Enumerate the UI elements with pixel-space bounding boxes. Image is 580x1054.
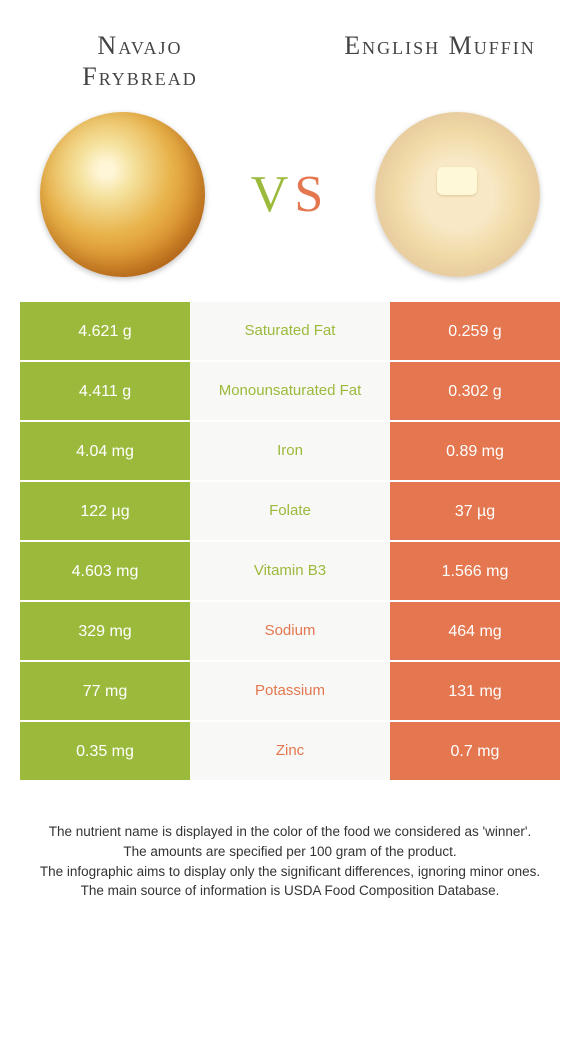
nutrient-row: 4.411 gMonounsaturated Fat0.302 g <box>20 362 560 422</box>
nutrient-left-value: 4.04 mg <box>20 422 190 480</box>
nutrient-left-value: 4.621 g <box>20 302 190 360</box>
nutrient-label: Zinc <box>190 722 390 780</box>
vs-label: VS <box>251 165 329 224</box>
nutrient-label: Monounsaturated Fat <box>190 362 390 420</box>
nutrient-right-value: 0.259 g <box>390 302 560 360</box>
nutrient-row: 0.35 mgZinc0.7 mg <box>20 722 560 782</box>
nutrient-row: 77 mgPotassium131 mg <box>20 662 560 722</box>
nutrient-row: 4.621 gSaturated Fat0.259 g <box>20 302 560 362</box>
nutrient-row: 4.04 mgIron0.89 mg <box>20 422 560 482</box>
nutrient-left-value: 4.411 g <box>20 362 190 420</box>
nutrient-left-value: 4.603 mg <box>20 542 190 600</box>
footer-line: The nutrient name is displayed in the co… <box>20 822 560 842</box>
nutrient-right-value: 131 mg <box>390 662 560 720</box>
food-image-right <box>375 112 540 277</box>
nutrient-right-value: 0.302 g <box>390 362 560 420</box>
footer-line: The amounts are specified per 100 gram o… <box>20 842 560 862</box>
food-title-left: Navajo Frybread <box>40 30 240 92</box>
food-image-left <box>40 112 205 277</box>
images-row: VS <box>0 102 580 302</box>
nutrient-row: 4.603 mgVitamin B31.566 mg <box>20 542 560 602</box>
nutrient-row: 329 mgSodium464 mg <box>20 602 560 662</box>
footer-notes: The nutrient name is displayed in the co… <box>0 782 580 900</box>
nutrient-right-value: 0.89 mg <box>390 422 560 480</box>
nutrient-label: Folate <box>190 482 390 540</box>
nutrient-left-value: 0.35 mg <box>20 722 190 780</box>
nutrient-right-value: 0.7 mg <box>390 722 560 780</box>
nutrient-right-value: 464 mg <box>390 602 560 660</box>
nutrient-label: Saturated Fat <box>190 302 390 360</box>
nutrient-label: Iron <box>190 422 390 480</box>
nutrient-left-value: 77 mg <box>20 662 190 720</box>
vs-v: V <box>251 166 295 223</box>
nutrient-label: Sodium <box>190 602 390 660</box>
nutrient-left-value: 329 mg <box>20 602 190 660</box>
nutrient-label: Potassium <box>190 662 390 720</box>
nutrient-right-value: 1.566 mg <box>390 542 560 600</box>
food-title-right: English Muffin <box>340 30 540 61</box>
vs-s: S <box>294 166 329 223</box>
nutrient-table: 4.621 gSaturated Fat0.259 g4.411 gMonoun… <box>20 302 560 782</box>
header: Navajo Frybread English Muffin <box>0 0 580 102</box>
nutrient-label: Vitamin B3 <box>190 542 390 600</box>
footer-line: The infographic aims to display only the… <box>20 862 560 882</box>
nutrient-row: 122 µgFolate37 µg <box>20 482 560 542</box>
nutrient-right-value: 37 µg <box>390 482 560 540</box>
nutrient-left-value: 122 µg <box>20 482 190 540</box>
footer-line: The main source of information is USDA F… <box>20 881 560 901</box>
